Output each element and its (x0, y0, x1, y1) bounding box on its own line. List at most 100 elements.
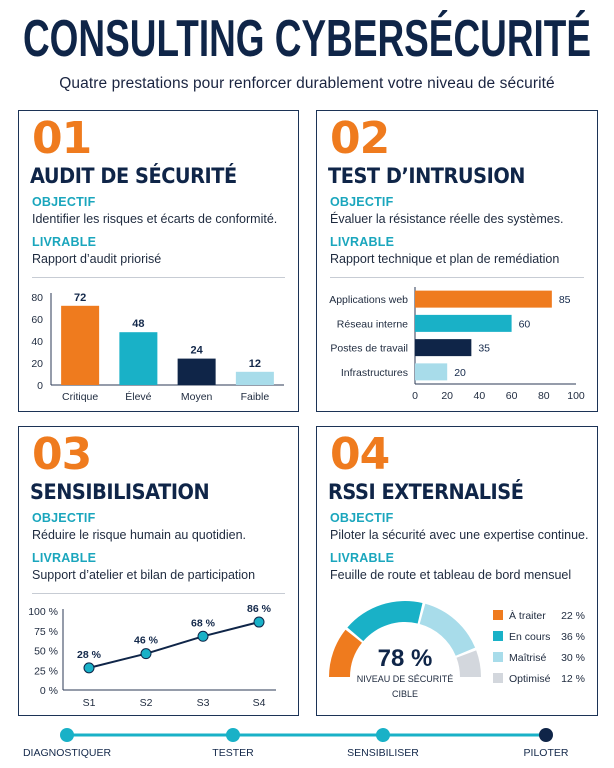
timeline-dot (226, 728, 240, 742)
legend-swatch (493, 652, 503, 662)
timeline-step-label: TESTER (212, 747, 254, 759)
bar-value-label: 85 (559, 294, 571, 306)
bar-value-label: 12 (249, 358, 261, 370)
objective-text: Identifier les risques et écarts de conf… (32, 212, 278, 226)
bar-value-label: 60 (519, 318, 531, 330)
bar-value-label: 35 (478, 343, 490, 355)
y-tick-label: 0 (37, 380, 43, 392)
deliverable-text: Support d’atelier et bilan de participat… (32, 568, 256, 582)
category-label: Infrastructures (341, 367, 408, 379)
x-tick-label: Moyen (181, 391, 213, 403)
point-value-label: 86 % (247, 603, 272, 615)
pentest-hbar-chart: 0 20 40 60 80 100 85 Applications web 60 Réseau i… (329, 287, 585, 402)
gauge-segment (419, 603, 476, 656)
legend-label: À traiter (509, 609, 546, 622)
bar (415, 290, 552, 308)
page-subtitle: Quatre prestations pour renforcer durabl… (59, 75, 555, 92)
objective-text: Réduire le risque humain au quotidien. (32, 528, 247, 542)
x-tick-label: 20 (441, 390, 453, 402)
deliverable-text: Rapport technique et plan de remédiation (330, 252, 560, 266)
legend-swatch (493, 610, 503, 620)
y-tick-label: 40 (31, 336, 43, 348)
bar (415, 314, 512, 332)
bar-value-label: 72 (74, 292, 86, 304)
category-label: Applications web (329, 294, 408, 306)
x-tick-label: S2 (140, 697, 153, 709)
bar (119, 332, 158, 385)
series-line (88, 621, 260, 669)
data-point (197, 630, 209, 642)
bar-value-label: 20 (454, 367, 466, 379)
gauge-center-value: 78 % (378, 645, 433, 672)
legend-label: Maîtrisé (509, 652, 547, 664)
service-card-rssi: 04 RSSI EXTERNALISÉ OBJECTIF Piloter la … (316, 426, 598, 716)
objective-label: OBJECTIF (32, 195, 96, 209)
legend-swatch (493, 673, 503, 683)
objective-text: Évaluer la résistance réelle des système… (330, 212, 564, 226)
point-value-label: 68 % (191, 617, 216, 629)
service-card-awareness: 03 SENSIBILISATION OBJECTIF Réduire le r… (18, 426, 299, 716)
data-point (253, 616, 265, 628)
y-tick-label: 100 % (28, 606, 58, 618)
point-value-label: 28 % (77, 649, 102, 661)
service-card-pentest: 02 TEST D’INTRUSION OBJECTIF Évaluer la … (316, 110, 598, 412)
data-point (140, 648, 152, 660)
card-title: RSSI EXTERNALISÉ (328, 480, 524, 504)
gauge-center-label: CIBLE (392, 689, 418, 699)
bar-value-label: 48 (132, 318, 144, 330)
x-tick-label: Élevé (125, 390, 151, 403)
legend-label: Optimisé (509, 673, 551, 685)
card-title: SENSIBILISATION (30, 480, 210, 504)
page-title: CONSULTING CYBERSÉCURITÉ (20, 6, 594, 68)
objective-text: Piloter la sécurité avec une expertise c… (330, 528, 589, 542)
gauge-center-label: NIVEAU DE SÉCURITÉ (357, 674, 454, 684)
objective-label: OBJECTIF (330, 511, 394, 525)
point-value-label: 46 % (134, 635, 159, 647)
x-tick-label: S3 (197, 697, 210, 709)
card-title: AUDIT DE SÉCURITÉ (30, 164, 237, 188)
service-card-audit: 01 AUDIT DE SÉCURITÉ OBJECTIF Identifier… (18, 110, 299, 412)
card-title: TEST D’INTRUSION (328, 164, 526, 188)
objective-label: OBJECTIF (32, 511, 96, 525)
x-tick-label: 0 (412, 390, 418, 402)
security-gauge-chart: 78 % NIVEAU DE SÉCURITÉ CIBLE À traiter 22 %… (329, 601, 585, 699)
x-tick-label: 100 (567, 390, 585, 402)
timeline-step-label: PILOTER (524, 747, 569, 759)
legend-value: 12 % (561, 673, 585, 685)
x-tick-label: Critique (62, 391, 98, 403)
card-divider (32, 277, 285, 278)
x-tick-label: S1 (83, 697, 96, 709)
timeline-dot (539, 728, 553, 742)
bar (235, 371, 274, 385)
bar (177, 358, 216, 385)
deliverable-text: Feuille de route et tableau de bord mens… (330, 568, 572, 582)
timeline-step-label: DIAGNOSTIQUER (23, 747, 112, 759)
card-number: 02 (330, 113, 390, 164)
legend-label: En cours (509, 631, 550, 643)
y-tick-label: 50 % (34, 646, 58, 658)
deliverable-label: LIVRABLE (32, 551, 97, 565)
gauge-segment (329, 629, 362, 677)
deliverable-label: LIVRABLE (330, 551, 395, 565)
legend-value: 30 % (561, 652, 585, 664)
y-tick-label: 80 (31, 292, 43, 304)
objective-label: OBJECTIF (330, 195, 394, 209)
y-tick-label: 60 (31, 314, 43, 326)
card-number: 01 (32, 113, 92, 164)
bar (415, 339, 472, 357)
bar (415, 363, 448, 381)
process-timeline: DIAGNOSTIQUER TESTER SENSIBILISER PILOTER (23, 728, 569, 759)
timeline-dot (376, 728, 390, 742)
page-title-text: CONSULTING CYBERSÉCURITÉ (23, 10, 591, 66)
deliverable-label: LIVRABLE (32, 235, 97, 249)
legend-value: 22 % (561, 610, 585, 622)
y-tick-label: 20 (31, 358, 43, 370)
risk-bar-chart: 0 20 40 60 80 72 Critique 48 Élevé 24 Moyen 12 Faibl… (31, 292, 284, 403)
y-tick-label: 75 % (34, 626, 58, 638)
y-tick-label: 0 % (40, 685, 58, 697)
timeline-dot (60, 728, 74, 742)
deliverable-label: LIVRABLE (330, 235, 395, 249)
legend-swatch (493, 631, 503, 641)
card-divider (330, 277, 584, 278)
x-tick-label: S4 (253, 697, 266, 709)
